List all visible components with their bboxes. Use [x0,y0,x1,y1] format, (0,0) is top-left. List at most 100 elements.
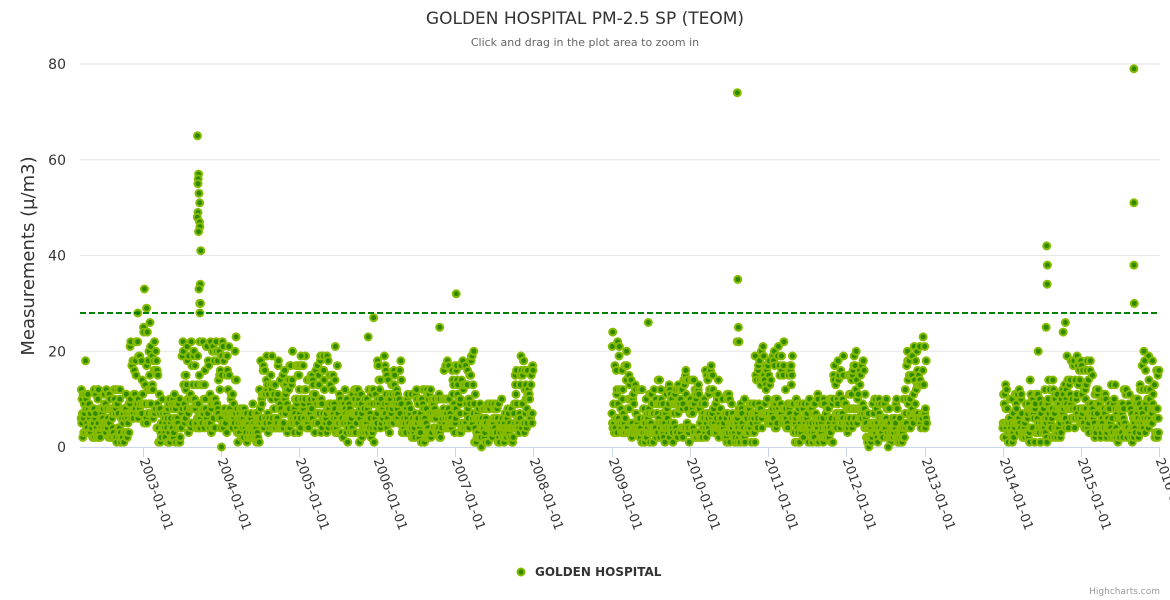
data-point[interactable] [618,385,628,395]
data-point[interactable] [1025,375,1035,385]
data-point[interactable] [304,423,314,433]
data-point[interactable] [1058,327,1068,337]
data-point[interactable] [734,337,744,347]
data-point[interactable] [170,389,179,399]
data-point[interactable] [900,432,909,442]
data-point[interactable] [451,289,461,299]
data-point[interactable] [910,399,920,409]
data-point[interactable] [839,351,848,361]
data-point[interactable] [435,322,445,332]
data-point[interactable] [622,346,632,356]
data-point[interactable] [257,399,267,409]
data-point[interactable] [1042,260,1052,270]
data-point[interactable] [436,432,446,442]
data-point[interactable] [190,361,200,371]
data-point[interactable] [296,351,306,361]
data-point[interactable] [1153,413,1163,423]
data-point[interactable] [193,399,203,409]
data-point[interactable] [527,409,537,418]
data-point[interactable] [131,370,141,380]
data-point[interactable] [892,404,902,414]
data-point[interactable] [525,394,535,404]
data-point[interactable] [1129,298,1139,308]
data-point[interactable] [231,332,241,342]
data-point[interactable] [280,365,290,375]
data-point[interactable] [375,385,385,395]
data-point[interactable] [921,404,930,414]
data-point[interactable] [637,385,647,395]
data-point[interactable] [151,346,161,356]
data-point[interactable] [828,437,838,447]
data-point[interactable] [787,351,797,361]
data-point[interactable] [740,394,750,404]
data-point[interactable] [786,380,796,390]
data-point[interactable] [860,389,870,399]
data-point[interactable] [193,131,202,141]
data-point[interactable] [497,394,507,404]
data-point[interactable] [196,246,206,256]
data-point[interactable] [1075,375,1085,385]
data-point[interactable] [150,337,159,347]
data-point[interactable] [833,356,843,366]
data-point[interactable] [1060,318,1070,327]
credits-link[interactable]: Highcharts.com [1089,587,1160,597]
data-point[interactable] [142,327,152,337]
data-point[interactable] [700,399,710,409]
data-point[interactable] [142,303,152,313]
data-point[interactable] [298,361,308,371]
data-point[interactable] [777,351,786,361]
data-point[interactable] [733,274,743,284]
data-point[interactable] [466,370,476,380]
data-point[interactable] [200,380,210,390]
data-point[interactable] [81,356,91,366]
data-point[interactable] [1033,346,1043,356]
data-point[interactable] [858,356,868,366]
data-point[interactable] [1110,380,1120,390]
data-point[interactable] [1002,404,1012,414]
data-point[interactable] [426,385,436,395]
data-point[interactable] [688,409,698,418]
data-point[interactable] [900,385,910,395]
data-point[interactable] [332,361,342,371]
data-point[interactable] [222,428,232,438]
data-point[interactable] [614,342,624,351]
data-point[interactable] [224,370,234,380]
data-point[interactable] [884,404,894,414]
data-point[interactable] [260,365,270,375]
data-point[interactable] [115,394,125,404]
data-point[interactable] [783,423,793,433]
data-point[interactable] [196,298,205,308]
data-point[interactable] [1070,423,1080,433]
data-point[interactable] [193,351,203,361]
data-point[interactable] [614,351,624,361]
legend[interactable]: GOLDEN HOSPITAL [516,565,662,579]
data-point[interactable] [186,337,196,347]
data-point[interactable] [194,284,204,294]
data-point[interactable] [1042,241,1052,251]
data-point[interactable] [1152,404,1162,414]
data-point[interactable] [681,365,691,375]
data-point[interactable] [708,370,718,380]
data-point[interactable] [629,399,639,409]
data-point[interactable] [757,423,767,433]
data-point[interactable] [93,394,103,404]
data-point[interactable] [385,428,394,438]
data-point[interactable] [1048,375,1058,385]
data-point[interactable] [395,365,405,375]
data-point[interactable] [1129,198,1139,208]
data-point[interactable] [1148,389,1158,399]
data-point[interactable] [643,318,653,327]
data-point[interactable] [694,389,704,399]
data-point[interactable] [527,418,537,428]
data-point[interactable] [194,227,204,237]
data-point[interactable] [470,389,480,399]
data-point[interactable] [1154,365,1164,375]
data-point[interactable] [918,365,928,375]
data-point[interactable] [330,342,340,351]
data-point[interactable] [881,394,891,404]
data-point[interactable] [713,375,723,385]
data-point[interactable] [152,356,161,366]
data-point[interactable] [148,385,158,395]
data-point[interactable] [921,356,931,366]
data-point[interactable] [181,370,191,380]
